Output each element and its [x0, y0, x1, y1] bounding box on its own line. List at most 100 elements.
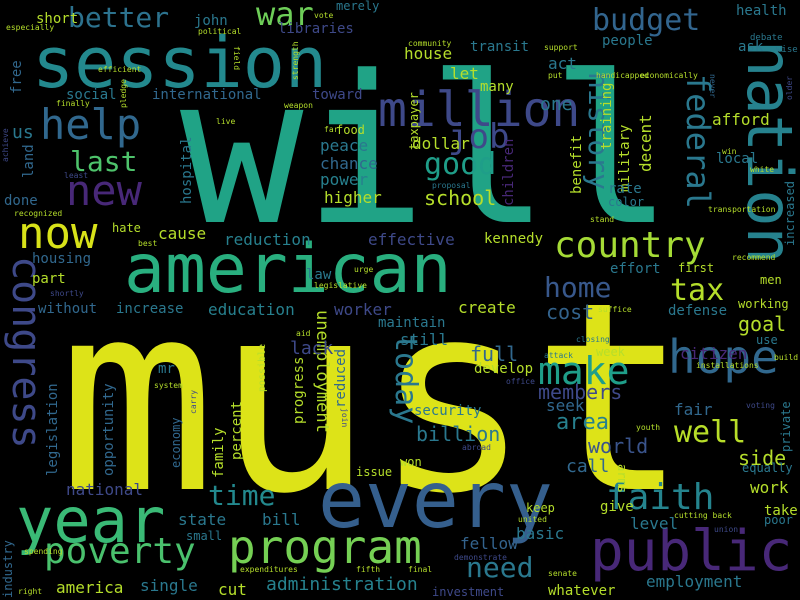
word-basic: basic	[516, 524, 565, 543]
word-spending: spending	[24, 547, 63, 556]
word-attack: attack	[544, 351, 573, 360]
word-office: office	[506, 377, 535, 386]
word-opportunity: opportunity	[101, 383, 117, 476]
word-debate: debate	[750, 33, 783, 43]
word-cost: cost	[546, 300, 595, 324]
word-suffice: suffice	[598, 305, 632, 314]
word-rate: rate	[608, 181, 642, 197]
word-shortly: shortly	[50, 289, 84, 298]
word-wise: wise	[776, 45, 798, 55]
word-cause: cause	[158, 224, 207, 243]
word-stand: stand	[590, 215, 615, 224]
word-bill: bill	[262, 510, 301, 529]
word-weapon: weapon	[284, 101, 313, 110]
word-expenditures: expenditures	[240, 565, 298, 574]
word-transportation: transportation	[708, 205, 776, 214]
word-hope: hope	[668, 330, 779, 384]
word-goal: goal	[738, 312, 787, 336]
word-afford: afford	[712, 110, 770, 129]
word-progress: progress	[291, 356, 307, 424]
word-take: take	[764, 503, 798, 519]
word-area: area	[556, 410, 609, 435]
word-worker: worker	[334, 300, 392, 319]
word-percent: percent	[229, 400, 245, 460]
word-never: never	[708, 74, 717, 99]
word-keep: keep	[526, 501, 555, 515]
word-field: field	[232, 46, 241, 71]
word-help: help	[40, 100, 142, 149]
word-full: full	[470, 342, 519, 366]
word-act: act	[548, 54, 577, 73]
word-put: put	[548, 71, 563, 80]
word-far: far	[324, 125, 339, 134]
word-vote: vote	[314, 11, 334, 20]
word-need: need	[466, 551, 534, 584]
word-america: america	[56, 578, 124, 597]
word-power: power	[320, 170, 369, 189]
word-administration: administration	[266, 574, 418, 595]
word-especially: especially	[6, 23, 55, 32]
word-toward: toward	[312, 87, 363, 103]
word-still: still	[400, 330, 449, 349]
word-health: health	[736, 3, 787, 19]
word-public: public	[590, 519, 793, 584]
word-lack: lack	[290, 338, 334, 359]
word-local: local	[716, 151, 759, 167]
word-session: session	[32, 22, 328, 104]
word-closing: closing	[576, 335, 610, 344]
word-equally: equally	[742, 461, 793, 475]
word-economy: economy	[169, 417, 183, 468]
word-join: join	[340, 408, 349, 428]
word-taxpayer: taxpayer	[407, 92, 421, 150]
word-us: us	[12, 122, 34, 143]
word-short: short	[36, 11, 79, 27]
word-home: home	[544, 271, 612, 304]
word-strength: strength	[291, 41, 300, 80]
word-arms: arms	[615, 464, 629, 493]
word-must: must	[58, 246, 689, 551]
word-support: support	[544, 43, 578, 52]
word-law: law	[306, 267, 332, 283]
word-job: job	[448, 117, 510, 157]
word-senate: senate	[548, 569, 577, 578]
word-without: without	[38, 301, 98, 317]
word-single: single	[140, 576, 198, 595]
word-training: training	[599, 82, 615, 150]
word-poor: poor	[764, 513, 793, 527]
word-united: united	[518, 515, 547, 524]
word-legislative: legislative	[314, 281, 367, 290]
word-american: american	[124, 230, 452, 309]
word-week: week	[596, 345, 625, 359]
word-community: community	[408, 39, 452, 48]
word-seek: seek	[546, 396, 585, 415]
word-pledge: pledge	[119, 79, 128, 108]
word-billion: billion	[416, 422, 501, 446]
word-industry: industry	[1, 540, 15, 598]
word-land: land	[21, 144, 37, 178]
word-year: year	[16, 484, 166, 557]
word-benefit: benefit	[569, 134, 585, 194]
word-social: social	[66, 87, 117, 103]
word-will: will	[180, 33, 674, 271]
word-build: build	[774, 353, 799, 362]
word-system: system	[154, 381, 183, 390]
word-good: good	[424, 147, 497, 182]
word-country: country	[554, 225, 706, 266]
word-ask: ask	[738, 39, 764, 55]
word-house: house	[404, 44, 453, 63]
word-finally: finally	[56, 99, 90, 108]
word-children: children	[501, 138, 517, 206]
word-members: members	[538, 380, 623, 404]
word-decent: decent	[636, 114, 655, 172]
word-mr: mr	[158, 361, 175, 377]
word-increased: increased	[783, 180, 797, 246]
word-won: won	[400, 455, 422, 469]
word-whatever: whatever	[548, 583, 616, 599]
word-recommend: recommend	[732, 253, 776, 262]
word-voting: voting	[746, 401, 775, 410]
word-national: national	[66, 480, 144, 499]
word-program: program	[228, 520, 422, 574]
word-time: time	[208, 479, 276, 512]
word-give: give	[600, 499, 634, 515]
